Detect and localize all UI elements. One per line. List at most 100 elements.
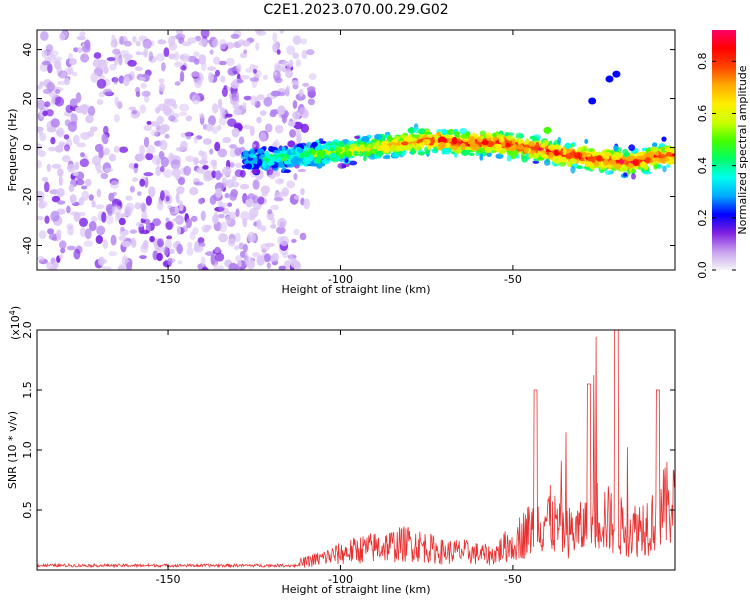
heatmap-blob [198, 39, 208, 47]
snr-x-label: Height of straight line (km) [281, 583, 430, 596]
heatmap-blob [318, 149, 325, 157]
x-tick-label: -50 [504, 273, 522, 286]
heatmap-blob [109, 63, 117, 71]
heatmap-blob [643, 164, 649, 171]
heatmap-blob [292, 100, 298, 109]
heatmap-blob [361, 135, 370, 143]
heatmap-blob [650, 146, 658, 153]
heatmap-blob [603, 159, 609, 166]
heatmap-blob [213, 263, 219, 270]
heatmap-blob [54, 145, 64, 153]
heatmap-blob [180, 70, 185, 82]
heatmap-blob [81, 185, 88, 190]
heatmap-blob [574, 152, 583, 159]
heatmap-blob [85, 114, 94, 124]
heatmap-blob [40, 31, 49, 41]
heatmap-blob [39, 81, 44, 87]
heatmap-blob [250, 95, 258, 106]
heatmap-blob [390, 144, 397, 152]
heatmap-blob [196, 79, 202, 86]
heatmap-blob [289, 129, 296, 138]
heatmap-blob [267, 155, 277, 160]
heatmap-blob [399, 146, 404, 151]
heatmap-blob [510, 146, 514, 153]
heatmap-blob [557, 136, 562, 144]
heatmap-blob [256, 219, 262, 230]
heatmap-blob [245, 163, 253, 170]
heatmap-blob [108, 153, 117, 162]
heatmap-blob [208, 115, 216, 126]
colorbar-tick-label: 0.0 [696, 261, 709, 279]
heatmap-blob [299, 152, 305, 159]
heatmap-blob [275, 170, 281, 177]
heatmap-blob [56, 200, 66, 205]
heatmap-blob [656, 164, 663, 169]
heatmap-blob [218, 213, 225, 219]
heatmap-blob [190, 215, 198, 222]
spectrogram-panel: -150 -100 -50 -40 -20 0 20 40 Height of straig… [6, 29, 676, 296]
heatmap-blob [217, 200, 223, 206]
heatmap-blob [257, 196, 265, 205]
heatmap-blob [273, 42, 279, 50]
heatmap-blob [541, 155, 549, 159]
heatmap-blob [145, 195, 152, 206]
colorbar-label: Normalized spectral amplitude [736, 65, 749, 234]
heatmap-blob [249, 64, 256, 70]
heatmap-blob [77, 47, 82, 54]
heatmap-blob [68, 184, 75, 193]
heatmap-blob [83, 240, 94, 247]
heatmap-blob [168, 53, 176, 60]
heatmap-blob [612, 70, 621, 78]
heatmap-blob [118, 217, 126, 226]
heatmap-blob [214, 252, 225, 262]
heatmap-blob [46, 109, 54, 117]
heatmap-blob [139, 144, 145, 155]
heatmap-blob [139, 104, 147, 114]
heatmap-blob [185, 218, 192, 229]
heatmap-blob [96, 99, 104, 105]
heatmap-blob [652, 142, 658, 149]
heatmap-blob [39, 108, 44, 120]
heatmap-blob [295, 59, 302, 67]
heatmap-blob [610, 155, 618, 161]
heatmap-blob [157, 103, 168, 112]
heatmap-blob [325, 149, 332, 156]
heatmap-blob [584, 139, 589, 144]
heatmap-blob [238, 136, 245, 145]
heatmap-blob [252, 179, 260, 190]
heatmap-blob [245, 197, 254, 208]
heatmap-blob [354, 135, 360, 139]
heatmap-blob [209, 148, 214, 155]
heatmap-blob [417, 151, 425, 156]
heatmap-blob [255, 30, 263, 34]
x-tick-label: -100 [328, 573, 353, 586]
heatmap-blob [286, 45, 296, 55]
heatmap-blob [143, 124, 152, 132]
heatmap-blob [213, 56, 221, 65]
heatmap-blob [387, 135, 393, 143]
heatmap-blob [290, 157, 299, 165]
heatmap-blob [97, 256, 105, 266]
heatmap-blob [334, 147, 343, 153]
heatmap-blob [101, 133, 109, 145]
heatmap-blob [291, 238, 297, 243]
heatmap-blob [267, 209, 273, 215]
heatmap-blob [275, 64, 284, 72]
heatmap-blob [37, 160, 43, 169]
heatmap-blob [500, 141, 506, 148]
heatmap-blob [277, 217, 287, 229]
heatmap-blob [76, 142, 87, 148]
heatmap-blob [447, 128, 455, 135]
heatmap-blob [266, 262, 271, 269]
heatmap-blob [273, 197, 284, 202]
heatmap-blob [484, 132, 493, 139]
heatmap-blob [73, 211, 81, 222]
heatmap-blob [197, 237, 205, 244]
heatmap-blob [308, 73, 317, 81]
heatmap-blob [588, 97, 597, 105]
heatmap-blob [229, 162, 235, 168]
heatmap-blob [374, 133, 382, 140]
heatmap-blob [177, 177, 186, 186]
heatmap-blob [222, 166, 232, 177]
heatmap-blob [73, 47, 79, 53]
